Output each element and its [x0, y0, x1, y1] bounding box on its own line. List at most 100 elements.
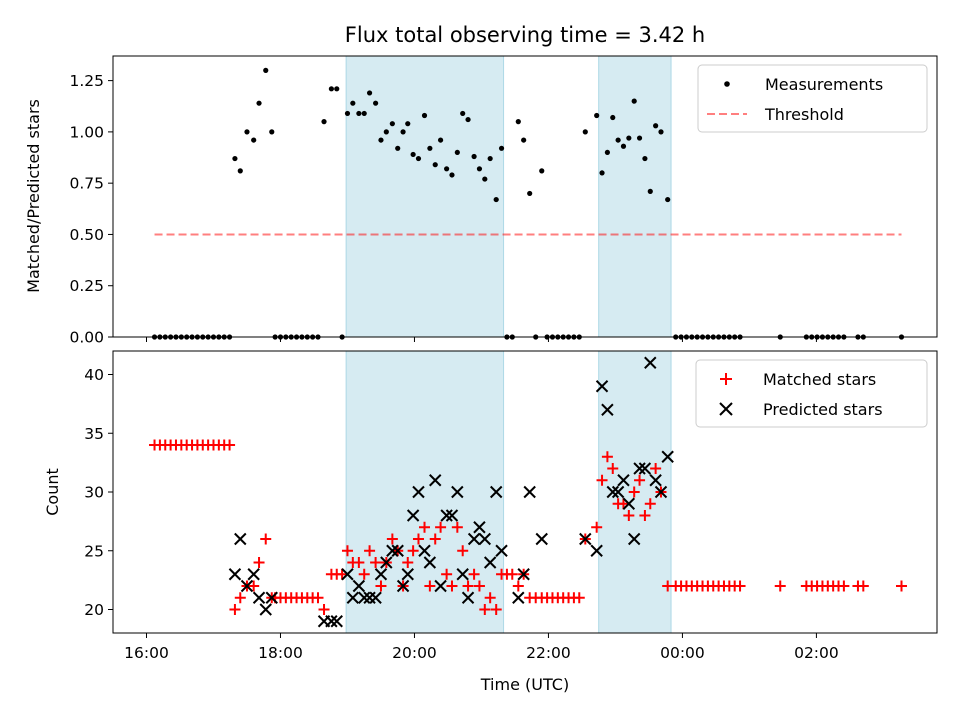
bottom-y-ticks: 20 25 30 35 40 [84, 366, 113, 619]
measurements-point [615, 137, 621, 143]
measurements-point [594, 112, 600, 119]
predicted-stars-point [234, 532, 247, 546]
predicted-stars-point [330, 615, 343, 628]
bottom-axes: 20 25 30 35 40 16:00 18:00 20:00 22:00 00:00 02:0… [43, 350, 938, 694]
predicted-stars-point [445, 509, 459, 522]
matched-stars-point [234, 592, 246, 604]
bottom-legend-box [695, 359, 928, 428]
predicted-stars-point [325, 615, 338, 628]
measurements-point [405, 121, 411, 127]
predicted-stars-point [467, 532, 481, 546]
matched-stars-point [386, 533, 398, 545]
measurements-point [487, 155, 493, 162]
x-tick-label: 16:00 [124, 644, 169, 662]
top-y-ticks: 0.00 0.25 0.50 0.75 1.00 1.25 [69, 72, 113, 347]
matched-stars-point [484, 592, 496, 604]
measurements-point [366, 90, 373, 96]
predicted-stars-point [473, 521, 486, 534]
predicted-stars-point [512, 591, 525, 604]
matched-stars-point [617, 498, 629, 510]
measurements-point [653, 123, 659, 129]
predicted-stars-point [423, 556, 437, 569]
top-legend-box [697, 64, 928, 133]
matched-stars-point [446, 580, 458, 592]
top-y-tick-label: 0.75 [69, 175, 104, 193]
measurements-point [539, 168, 545, 174]
matched-stars-point [412, 533, 424, 545]
legend-predicted-marker [719, 402, 733, 416]
predicted-stars-point [489, 485, 503, 499]
measurements-point [427, 145, 433, 151]
predicted-stars-point [456, 568, 469, 581]
predicted-stars-point [523, 485, 536, 499]
predicted-stars-point [451, 485, 464, 499]
matched-stars-point [451, 521, 463, 533]
measurements-point [251, 137, 257, 143]
matched-stars-point [639, 510, 651, 521]
matched-stars-point [734, 580, 746, 592]
matched-stars-point [623, 510, 635, 521]
top-shaded-interval-1 [598, 55, 672, 338]
top-y-axis-label: Matched/Predicted stars [24, 99, 43, 293]
measurements-point [237, 168, 243, 174]
predicted-stars-point [633, 462, 646, 475]
x-tick-label: 22:00 [526, 644, 571, 662]
bottom-shaded-regions [345, 350, 672, 634]
matched-stars-point [402, 557, 414, 568]
matched-stars-point [435, 521, 447, 533]
matched-stars-point [490, 604, 502, 615]
measurements-point [395, 145, 401, 151]
matched-stars-point [419, 521, 431, 533]
matched-stars-point [375, 580, 387, 592]
matched-stars-point [260, 533, 272, 545]
measurements-point [328, 86, 334, 92]
matched-stars-point [424, 580, 436, 592]
bottom-x-ticks: 16:00 18:00 20:00 22:00 00:00 02:00 [124, 633, 839, 662]
predicted-stars-point [661, 450, 674, 463]
matched-stars-point [601, 451, 613, 463]
x-tick-label: 18:00 [258, 644, 303, 662]
measurements-point [410, 151, 416, 158]
matched-stars-point [895, 580, 907, 592]
measurements-point [321, 119, 327, 125]
measurements-point [642, 155, 648, 162]
top-shaded-regions [345, 55, 672, 338]
measurements-point [636, 135, 643, 141]
predicted-stars-point [401, 568, 414, 581]
predicted-stars-point [535, 532, 548, 546]
measurements-point [471, 153, 477, 160]
predicted-stars-point [358, 591, 371, 604]
predicted-stars-point [483, 556, 497, 569]
predicted-stars-point [412, 485, 425, 499]
measurements-point [521, 137, 527, 143]
matched-stars-point [596, 474, 608, 486]
matched-stars-point [370, 557, 382, 568]
matched-stars-point [774, 580, 786, 592]
predicted-stars-point [259, 603, 272, 616]
measurements-point [527, 190, 533, 197]
predicted-stars-point [434, 579, 447, 593]
x-tick-label: 20:00 [392, 644, 437, 662]
matched-stars-point [634, 474, 646, 486]
top-y-tick-label: 0.25 [69, 277, 104, 295]
measurements-point [334, 86, 340, 92]
top-y-tick-label: 1.25 [69, 72, 104, 90]
measurements-point [421, 112, 428, 119]
legend-measurements-label: Measurements [765, 75, 883, 94]
legend-measurements-marker [724, 81, 730, 87]
predicted-stars-point [396, 579, 410, 593]
matched-stars-point [429, 533, 441, 545]
top-y-tick-label: 0.00 [69, 329, 104, 347]
matched-stars-point [607, 463, 619, 474]
measurements-point [665, 196, 671, 203]
measurements-point [344, 110, 351, 117]
predicted-stars-point [341, 568, 354, 581]
top-y-tick-label: 1.00 [69, 123, 104, 141]
top-y-tick-label: 0.50 [69, 226, 104, 244]
measurements-point [610, 114, 616, 121]
matched-stars-point [353, 557, 365, 568]
measurements-point [444, 166, 450, 172]
bottom-legend: Matched stars Predicted stars [695, 359, 928, 428]
measurements-point [361, 110, 367, 117]
